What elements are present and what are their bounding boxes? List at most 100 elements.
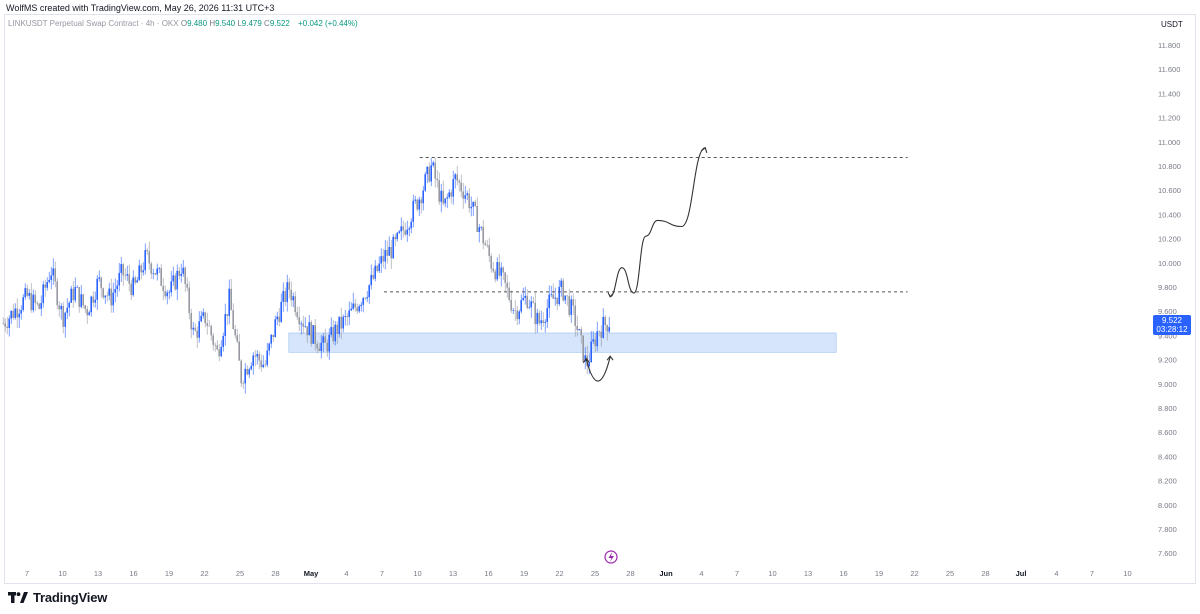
candle-body xyxy=(606,325,608,332)
candle-body xyxy=(140,265,142,273)
candle-body xyxy=(352,303,354,309)
candle-body xyxy=(508,287,510,300)
candle-body xyxy=(224,314,226,336)
candle-body xyxy=(230,288,232,311)
candle-body xyxy=(206,323,208,326)
candle-body xyxy=(430,165,432,182)
candle-body xyxy=(36,302,38,304)
candle-body xyxy=(522,297,524,301)
candle-body xyxy=(386,250,388,256)
candle-body xyxy=(34,294,36,303)
candle-body xyxy=(8,318,10,329)
candle-body xyxy=(282,291,284,302)
candle-body xyxy=(444,198,446,204)
candle-body xyxy=(408,228,410,230)
candle-body xyxy=(504,272,506,283)
candle-body xyxy=(240,360,242,384)
candle-body xyxy=(410,221,412,229)
candle-body xyxy=(448,192,450,198)
candle-body xyxy=(300,323,302,325)
candle-body xyxy=(502,267,504,273)
candle-body xyxy=(194,327,196,331)
chart-frame[interactable] xyxy=(4,14,1196,584)
candle-body xyxy=(578,329,580,331)
candle-body xyxy=(490,256,492,269)
candle-body xyxy=(22,297,24,310)
candle-body xyxy=(314,325,316,344)
candle-body xyxy=(400,226,402,232)
price-tick-label: 11.200 xyxy=(1158,114,1180,123)
candle-body xyxy=(12,310,14,318)
candle-body xyxy=(332,327,334,342)
candle-body xyxy=(496,262,498,280)
candle-body xyxy=(60,305,62,310)
candle-body xyxy=(156,268,158,275)
candle-body xyxy=(182,267,184,274)
candle-body xyxy=(270,334,272,344)
candle-body xyxy=(42,284,44,303)
currency-label[interactable]: USDT xyxy=(1161,20,1183,29)
candle-body xyxy=(320,342,322,351)
candle-body xyxy=(454,174,456,180)
candle-body xyxy=(266,350,268,365)
ohlc-value-h: 9.540 xyxy=(215,19,236,28)
candle-body xyxy=(126,274,128,276)
time-tick-label: 19 xyxy=(165,569,173,578)
candle-body xyxy=(302,323,304,327)
time-tick-label: 28 xyxy=(981,569,989,578)
candle-body xyxy=(368,285,370,298)
candle-body xyxy=(568,296,570,315)
candle-body xyxy=(366,297,368,299)
candle-body xyxy=(406,229,408,235)
candle-body xyxy=(436,178,438,181)
candle-body xyxy=(188,287,190,314)
candle-body xyxy=(416,199,418,210)
candle-body xyxy=(566,295,568,297)
time-tick-label: 10 xyxy=(413,569,421,578)
candle-body xyxy=(86,309,88,316)
candle-body xyxy=(236,335,238,342)
candle-body xyxy=(204,312,206,324)
candle-body xyxy=(162,285,164,292)
candle-body xyxy=(20,309,22,314)
candle-body xyxy=(160,268,162,286)
candle-body xyxy=(268,343,270,351)
time-tick-label: 22 xyxy=(555,569,563,578)
candle-body xyxy=(168,292,170,293)
candle-body xyxy=(278,316,280,322)
candle-body xyxy=(254,355,256,357)
candle-body xyxy=(438,180,440,202)
candle-body xyxy=(554,297,556,299)
candle-body xyxy=(510,299,512,311)
tradingview-logo-text: TradingView xyxy=(33,590,108,605)
candle-body xyxy=(466,193,468,196)
time-tick-label: Jul xyxy=(1016,569,1027,578)
candle-body xyxy=(380,256,382,264)
price-tick-label: 10.800 xyxy=(1158,162,1181,171)
price-tick-label: 7.800 xyxy=(1158,525,1177,534)
candle-body xyxy=(90,296,92,313)
candle-body xyxy=(484,243,486,246)
candle-body xyxy=(346,315,348,318)
candle-body xyxy=(252,355,254,366)
candle-body xyxy=(158,268,160,269)
ohlc-values: O9.480 H9.540 L9.479 C9.522 xyxy=(181,19,290,28)
candle-body xyxy=(458,180,460,183)
tradingview-logo[interactable]: TradingView xyxy=(8,590,107,605)
candle-body xyxy=(200,315,202,322)
candle-body xyxy=(598,331,600,332)
time-tick-label: 16 xyxy=(129,569,137,578)
replay-icon[interactable] xyxy=(604,550,618,564)
ohlc-key-o: O xyxy=(180,19,188,28)
candle-body xyxy=(514,310,516,311)
candle-body xyxy=(210,326,212,336)
candle-body xyxy=(372,274,374,279)
candle-body xyxy=(488,245,490,257)
candle-body xyxy=(128,274,130,284)
candle-body xyxy=(96,278,98,300)
candle-body xyxy=(582,335,584,362)
candle-body xyxy=(132,277,134,296)
time-tick-label: 25 xyxy=(236,569,244,578)
candle-body xyxy=(136,280,138,283)
